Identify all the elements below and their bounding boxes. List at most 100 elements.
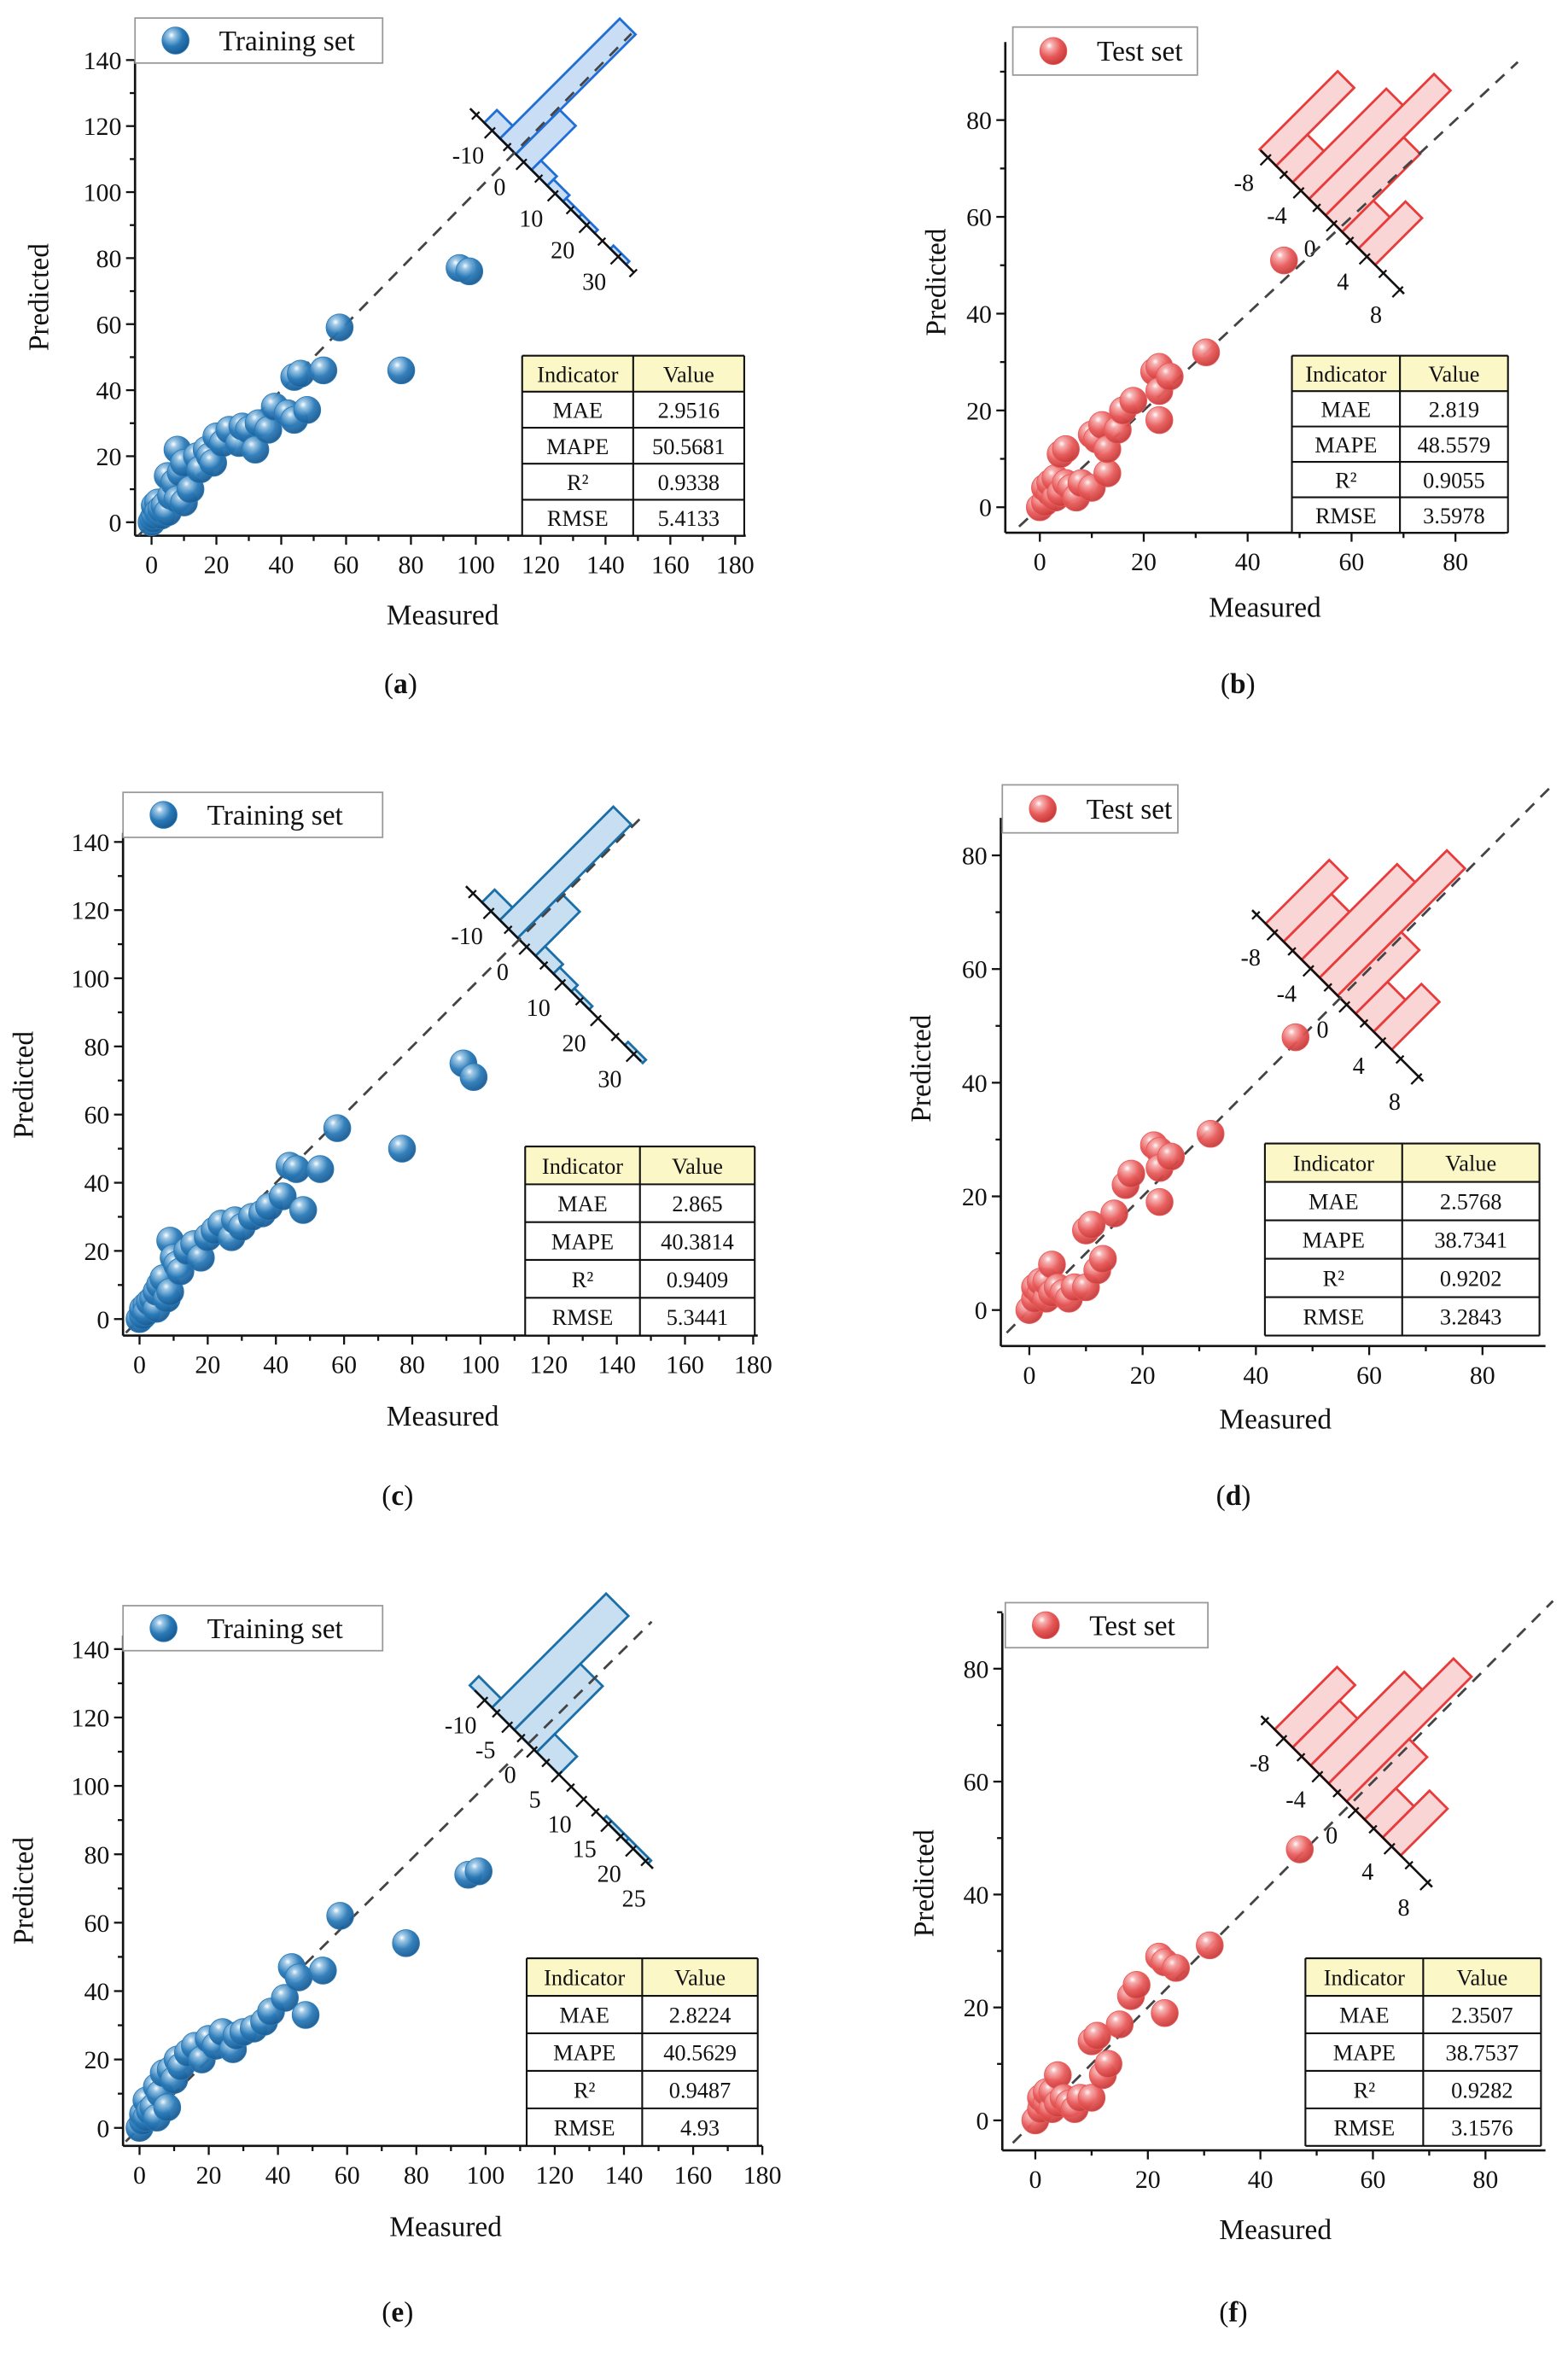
table-indicator-cell: MAE <box>1321 398 1372 423</box>
legend-label: Training set <box>207 800 344 831</box>
data-point <box>1196 1931 1224 1960</box>
inset-tick <box>609 253 622 265</box>
inset-tick <box>1345 236 1355 246</box>
y-tick-label: 100 <box>84 179 122 207</box>
data-point <box>325 313 354 341</box>
data-point <box>1077 2084 1106 2112</box>
caption-paren: ) <box>1246 668 1256 700</box>
inset-tick <box>628 268 638 278</box>
x-tick-label: 140 <box>586 551 625 580</box>
y-tick-label: 80 <box>84 1841 109 1869</box>
caption-paren: ( <box>382 1480 391 1512</box>
inset-tick-label: -10 <box>452 143 484 170</box>
inset-tick-label: -8 <box>1250 1751 1269 1777</box>
y-tick-label: 140 <box>72 829 110 857</box>
x-axis-title: Measured <box>1219 1404 1332 1436</box>
legend-label: Test set <box>1087 794 1173 825</box>
table-value-cell: 38.7341 <box>1434 1228 1507 1253</box>
table-value-cell: 4.93 <box>680 2116 720 2141</box>
y-axis-title: Predicted <box>9 1031 40 1139</box>
x-tick-label: 40 <box>1235 548 1261 576</box>
data-point <box>1162 1954 1191 1982</box>
table-value-cell: 2.8224 <box>669 2003 732 2028</box>
inset-tick <box>1312 203 1321 213</box>
x-tick-label: 0 <box>133 1351 146 1379</box>
panel-caption: (d) <box>1216 1480 1251 1512</box>
inset-tick <box>516 1733 526 1743</box>
caption-paren: ) <box>404 1480 413 1512</box>
table-header-cell: Value <box>674 1966 726 1991</box>
y-tick-label: 60 <box>84 1910 109 1938</box>
panel-caption: (b) <box>1221 668 1256 700</box>
data-point <box>282 1155 311 1183</box>
inset-tick <box>546 190 559 202</box>
x-tick-label: 40 <box>265 2161 291 2190</box>
legend-marker-icon <box>149 1614 178 1642</box>
inset-tick-label: 30 <box>582 269 606 295</box>
y-tick-label: 40 <box>962 1070 988 1098</box>
x-tick-label: 160 <box>674 2161 713 2190</box>
inset-tick <box>1279 170 1289 180</box>
x-tick-label: 60 <box>1356 1362 1382 1390</box>
x-tick-label: 60 <box>1338 548 1364 576</box>
y-tick-label: 120 <box>72 1705 110 1733</box>
x-tick-label: 100 <box>461 1351 499 1379</box>
table-value-cell: 0.9202 <box>1440 1267 1502 1292</box>
x-tick-label: 180 <box>734 1351 772 1379</box>
metrics-table: Indicator Value MAE 2.5768 MAPE 38.7341 R² 0.92… <box>1263 1142 1541 1337</box>
residual-histogram-inset: -8 -4 048 <box>1250 1657 1473 1922</box>
y-tick-label: 0 <box>96 1306 109 1334</box>
data-point <box>271 1984 300 2012</box>
x-tick-label: 40 <box>263 1351 289 1379</box>
metrics-table: Indicator Value MAE 2.8224 MAPE 40.5629 R² 0.94… <box>525 1957 759 2147</box>
y-tick-label: 20 <box>84 2046 109 2074</box>
table-header-cell: Indicator <box>1293 1152 1374 1176</box>
x-tick-label: 80 <box>404 2161 429 2190</box>
x-tick-label: 160 <box>666 1351 704 1379</box>
inset-tick-label: -4 <box>1285 1787 1305 1813</box>
legend-label: Test set <box>1089 1610 1175 1642</box>
y-tick-label: 100 <box>72 1773 110 1801</box>
metrics-table: Indicator Value MAE 2.3507 MAPE 38.7537 R² 0.92… <box>1304 1957 1542 2147</box>
x-tick-label: 180 <box>716 551 755 580</box>
data-point <box>268 1182 297 1210</box>
x-tick-label: 180 <box>743 2161 782 2190</box>
table-value-cell: 2.5768 <box>1440 1190 1502 1215</box>
y-tick-label: 60 <box>84 1101 109 1129</box>
data-point <box>1105 2010 1134 2038</box>
inset-axis-line <box>1251 909 1425 1082</box>
inset-tick <box>1259 154 1272 166</box>
inset-tick-label: -8 <box>1234 170 1254 196</box>
inset-tick <box>492 1708 501 1718</box>
inset-tick <box>565 205 575 215</box>
data-point <box>291 2001 320 2029</box>
inset-tick <box>590 1014 603 1027</box>
inset-tick <box>554 978 567 991</box>
x-axis-title: Measured <box>1209 592 1321 624</box>
data-point <box>455 257 484 286</box>
table-value-cell: 0.9338 <box>658 470 720 495</box>
inset-tick-label: 0 <box>504 1762 516 1788</box>
inset-tick <box>533 174 544 184</box>
inset-tick <box>1332 1788 1342 1798</box>
table-indicator-cell: R² <box>574 2079 596 2103</box>
inset-tick-label: 0 <box>1304 236 1316 263</box>
caption-paren: ) <box>1239 2297 1248 2329</box>
inset-tick <box>515 158 528 171</box>
table-indicator-cell: R² <box>1335 469 1357 493</box>
inset-tick <box>551 1770 563 1783</box>
x-tick-label: 120 <box>536 2161 574 2190</box>
x-tick-label: 20 <box>195 1351 220 1379</box>
inset-tick <box>1378 269 1388 279</box>
inset-tick-label: 5 <box>529 1787 541 1813</box>
table-value-cell: 40.3814 <box>661 1229 734 1254</box>
inset-tick-label: 30 <box>597 1066 621 1093</box>
data-point <box>1192 338 1221 367</box>
y-tick-label: 40 <box>966 300 992 329</box>
y-tick-label: 80 <box>962 843 988 871</box>
panel-caption: (c) <box>382 1480 413 1512</box>
x-tick-label: 40 <box>269 551 294 580</box>
inset-axis-line <box>469 108 635 274</box>
